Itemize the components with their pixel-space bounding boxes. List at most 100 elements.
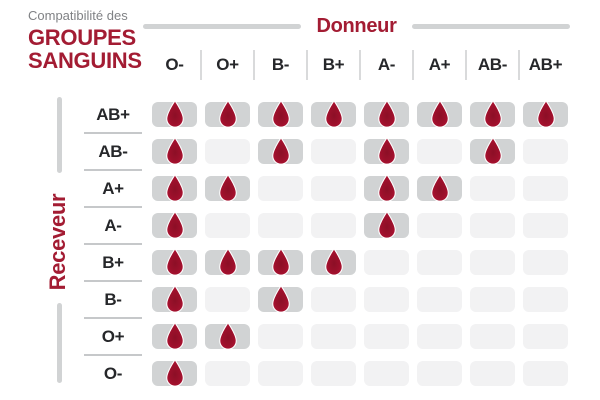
donor-column-headers: O- O+ B- B+ A- A+ AB- AB+ [148, 46, 572, 84]
cell-receveur-B--donneur-O+ [205, 287, 250, 312]
grid-slot [307, 281, 360, 318]
cell-receveur-O+-donneur-AB- [470, 324, 515, 349]
cell-receveur-A+-donneur-AB+ [523, 176, 568, 201]
blood-drop-icon [377, 136, 396, 165]
blood-drop-icon [165, 358, 184, 387]
cell-receveur-A--donneur-O+ [205, 213, 250, 238]
grid-slot [201, 318, 254, 355]
donor-column-header-O+: O+ [200, 46, 254, 84]
grid-slot [254, 244, 307, 281]
cell-receveur-O+-donneur-A+ [417, 324, 462, 349]
blood-drop-icon [324, 99, 343, 128]
grid-slot [201, 133, 254, 170]
blood-drop-icon [165, 284, 184, 313]
blood-drop-icon [271, 284, 290, 313]
grid-slot [254, 170, 307, 207]
blood-drop-icon [430, 99, 449, 128]
grid-slot [466, 133, 519, 170]
cell-receveur-O+-donneur-AB+ [523, 324, 568, 349]
donor-column-header-A-: A- [359, 46, 413, 84]
grid-slot [307, 96, 360, 133]
donor-axis-label: Donneur [316, 14, 397, 37]
receiver-row-label-O-: O- [84, 354, 142, 392]
donor-axis-line-left [143, 23, 302, 29]
grid-slot [413, 170, 466, 207]
cell-receveur-A--donneur-B- [258, 213, 303, 238]
cell-receveur-AB--donneur-O+ [205, 139, 250, 164]
grid-slot [201, 355, 254, 392]
cell-receveur-O--donneur-A+ [417, 361, 462, 386]
cell-receveur-O--donneur-O+ [205, 361, 250, 386]
grid-slot [360, 170, 413, 207]
cell-receveur-B--donneur-B+ [311, 287, 356, 312]
cell-receveur-A+-donneur-B- [258, 176, 303, 201]
cell-receveur-B+-donneur-A+ [417, 250, 462, 275]
donor-column-header-O-: O- [165, 55, 184, 74]
cell-receveur-A+-donneur-B+ [311, 176, 356, 201]
grid-slot [360, 355, 413, 392]
blood-drop-icon [324, 247, 343, 276]
cell-receveur-B--donneur-A- [364, 287, 409, 312]
grid-slot [466, 281, 519, 318]
grid-slot [360, 318, 413, 355]
cell-receveur-A--donneur-AB+ [523, 213, 568, 238]
blood-drop-icon [271, 99, 290, 128]
cell-receveur-O--donneur-AB- [470, 361, 515, 386]
cell-receveur-A--donneur-A+ [417, 213, 462, 238]
blood-drop-icon [165, 99, 184, 128]
grid-slot [413, 355, 466, 392]
cell-receveur-O--donneur-AB+ [523, 361, 568, 386]
receiver-axis-line-bottom [57, 303, 62, 383]
grid-slot [254, 207, 307, 244]
grid-slot [254, 318, 307, 355]
grid-slot [519, 355, 572, 392]
cell-receveur-A--donneur-B+ [311, 213, 356, 238]
cell-receveur-O+-donneur-B+ [311, 324, 356, 349]
grid-slot [466, 318, 519, 355]
cell-receveur-A--donneur-AB- [470, 213, 515, 238]
grid-slot [360, 244, 413, 281]
blood-drop-icon [218, 321, 237, 350]
compatibility-grid [148, 96, 572, 392]
grid-slot [201, 170, 254, 207]
chart-title-line1: GROUPES [28, 25, 136, 50]
blood-drop-icon [271, 136, 290, 165]
cell-receveur-O--donneur-B- [258, 361, 303, 386]
blood-drop-icon [483, 99, 502, 128]
grid-slot [148, 96, 201, 133]
grid-slot [519, 170, 572, 207]
grid-slot [466, 355, 519, 392]
grid-slot [519, 133, 572, 170]
grid-slot [519, 281, 572, 318]
receiver-row-label-A+: A+ [84, 169, 142, 207]
grid-slot [148, 318, 201, 355]
blood-drop-icon [218, 173, 237, 202]
grid-slot [413, 318, 466, 355]
blood-drop-icon [165, 321, 184, 350]
cell-receveur-O--donneur-B+ [311, 361, 356, 386]
receiver-axis-line-top [57, 97, 62, 173]
cell-receveur-AB--donneur-A+ [417, 139, 462, 164]
blood-drop-icon [483, 136, 502, 165]
grid-slot [148, 133, 201, 170]
grid-slot [360, 96, 413, 133]
grid-slot [466, 170, 519, 207]
donor-column-header-AB+: AB+ [518, 46, 572, 84]
cell-receveur-O+-donneur-A- [364, 324, 409, 349]
grid-slot [148, 170, 201, 207]
donor-column-header-B-: B- [253, 46, 307, 84]
cell-receveur-B+-donneur-AB+ [523, 250, 568, 275]
grid-slot [413, 96, 466, 133]
blood-drop-icon [218, 247, 237, 276]
receiver-row-label-O+: O+ [84, 317, 142, 355]
grid-slot [254, 355, 307, 392]
grid-slot [307, 170, 360, 207]
cell-receveur-O--donneur-A- [364, 361, 409, 386]
blood-drop-icon [165, 247, 184, 276]
donor-column-header-B+: B+ [306, 46, 360, 84]
grid-slot [148, 281, 201, 318]
grid-slot [307, 244, 360, 281]
chart-subtitle: Compatibilité des [28, 8, 128, 23]
blood-drop-icon [377, 99, 396, 128]
cell-receveur-B--donneur-AB+ [523, 287, 568, 312]
